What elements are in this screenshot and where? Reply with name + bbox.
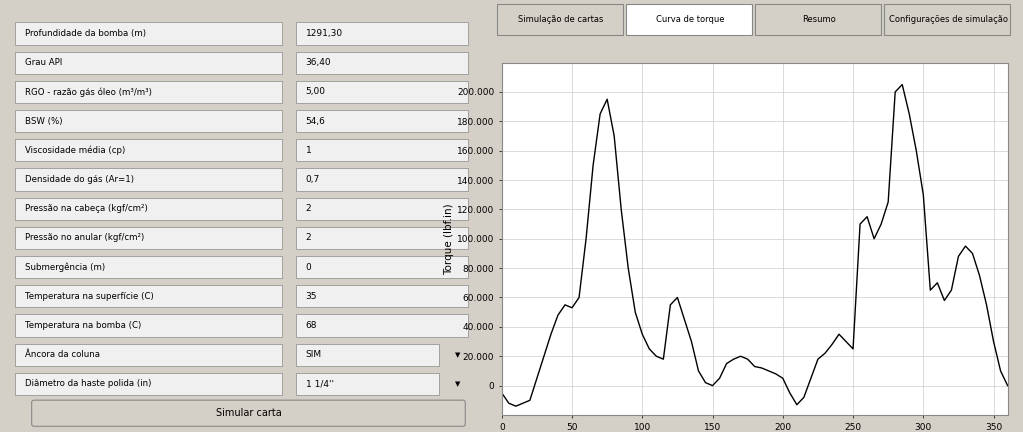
Bar <box>626 4 752 35</box>
Text: Profundidade da bomba (m): Profundidade da bomba (m) <box>25 29 145 38</box>
Text: Simulação de cartas: Simulação de cartas <box>519 15 604 24</box>
FancyBboxPatch shape <box>296 168 468 191</box>
Text: RGO - razão gás óleo (m³/m³): RGO - razão gás óleo (m³/m³) <box>25 87 151 97</box>
Text: 0,7: 0,7 <box>306 175 320 184</box>
FancyBboxPatch shape <box>296 110 468 132</box>
Bar <box>884 4 1010 35</box>
Bar <box>755 4 881 35</box>
Text: Viscosidade média (cp): Viscosidade média (cp) <box>25 146 125 155</box>
Text: Pressão na cabeça (kgf/cm²): Pressão na cabeça (kgf/cm²) <box>25 204 147 213</box>
FancyBboxPatch shape <box>15 256 281 278</box>
Text: ▼: ▼ <box>455 352 460 358</box>
FancyBboxPatch shape <box>296 22 468 44</box>
Text: Configurações de simulação: Configurações de simulação <box>889 15 1008 24</box>
Text: 2: 2 <box>306 204 311 213</box>
Text: 0: 0 <box>306 263 311 272</box>
FancyBboxPatch shape <box>15 314 281 337</box>
Text: BSW (%): BSW (%) <box>25 117 62 126</box>
FancyBboxPatch shape <box>15 373 281 395</box>
Text: Grau API: Grau API <box>25 58 61 67</box>
FancyBboxPatch shape <box>296 139 468 162</box>
FancyBboxPatch shape <box>15 285 281 308</box>
FancyBboxPatch shape <box>15 343 281 366</box>
Text: Temperatura na bomba (C): Temperatura na bomba (C) <box>25 321 141 330</box>
Text: Temperatura na superfície (C): Temperatura na superfície (C) <box>25 292 153 301</box>
FancyBboxPatch shape <box>296 314 468 337</box>
FancyBboxPatch shape <box>15 81 281 103</box>
FancyBboxPatch shape <box>296 197 468 220</box>
FancyBboxPatch shape <box>296 285 468 308</box>
FancyBboxPatch shape <box>15 110 281 132</box>
Text: Diâmetro da haste polida (in): Diâmetro da haste polida (in) <box>25 379 151 388</box>
Bar <box>496 4 623 35</box>
Text: Pressão no anular (kgf/cm²): Pressão no anular (kgf/cm²) <box>25 233 144 242</box>
FancyBboxPatch shape <box>15 227 281 249</box>
FancyBboxPatch shape <box>32 400 465 426</box>
Text: 2: 2 <box>306 233 311 242</box>
FancyBboxPatch shape <box>15 22 281 44</box>
Text: Densidade do gás (Ar=1): Densidade do gás (Ar=1) <box>25 175 134 184</box>
FancyBboxPatch shape <box>15 168 281 191</box>
FancyBboxPatch shape <box>15 197 281 220</box>
Text: 1 1/4'': 1 1/4'' <box>306 379 333 388</box>
Text: Curva de torque: Curva de torque <box>656 15 724 24</box>
Text: ▼: ▼ <box>455 381 460 387</box>
Text: Âncora da coluna: Âncora da coluna <box>25 350 99 359</box>
FancyBboxPatch shape <box>296 256 468 278</box>
FancyBboxPatch shape <box>296 343 439 366</box>
FancyBboxPatch shape <box>296 81 468 103</box>
Text: Resumo: Resumo <box>802 15 836 24</box>
Text: 35: 35 <box>306 292 317 301</box>
Text: SIM: SIM <box>306 350 322 359</box>
Text: 5,00: 5,00 <box>306 87 325 96</box>
Text: Submergência (m): Submergência (m) <box>25 262 104 272</box>
Y-axis label: Torque (lbf.in): Torque (lbf.in) <box>444 203 454 275</box>
Text: 54,6: 54,6 <box>306 117 325 126</box>
Text: 1291,30: 1291,30 <box>306 29 343 38</box>
Text: Simular carta: Simular carta <box>216 408 281 418</box>
Text: 68: 68 <box>306 321 317 330</box>
FancyBboxPatch shape <box>15 51 281 74</box>
Text: 36,40: 36,40 <box>306 58 331 67</box>
FancyBboxPatch shape <box>296 51 468 74</box>
FancyBboxPatch shape <box>296 373 439 395</box>
Text: 1: 1 <box>306 146 311 155</box>
FancyBboxPatch shape <box>296 227 468 249</box>
FancyBboxPatch shape <box>15 139 281 162</box>
